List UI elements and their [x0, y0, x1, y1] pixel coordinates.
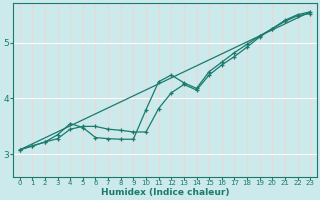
X-axis label: Humidex (Indice chaleur): Humidex (Indice chaleur): [101, 188, 229, 197]
